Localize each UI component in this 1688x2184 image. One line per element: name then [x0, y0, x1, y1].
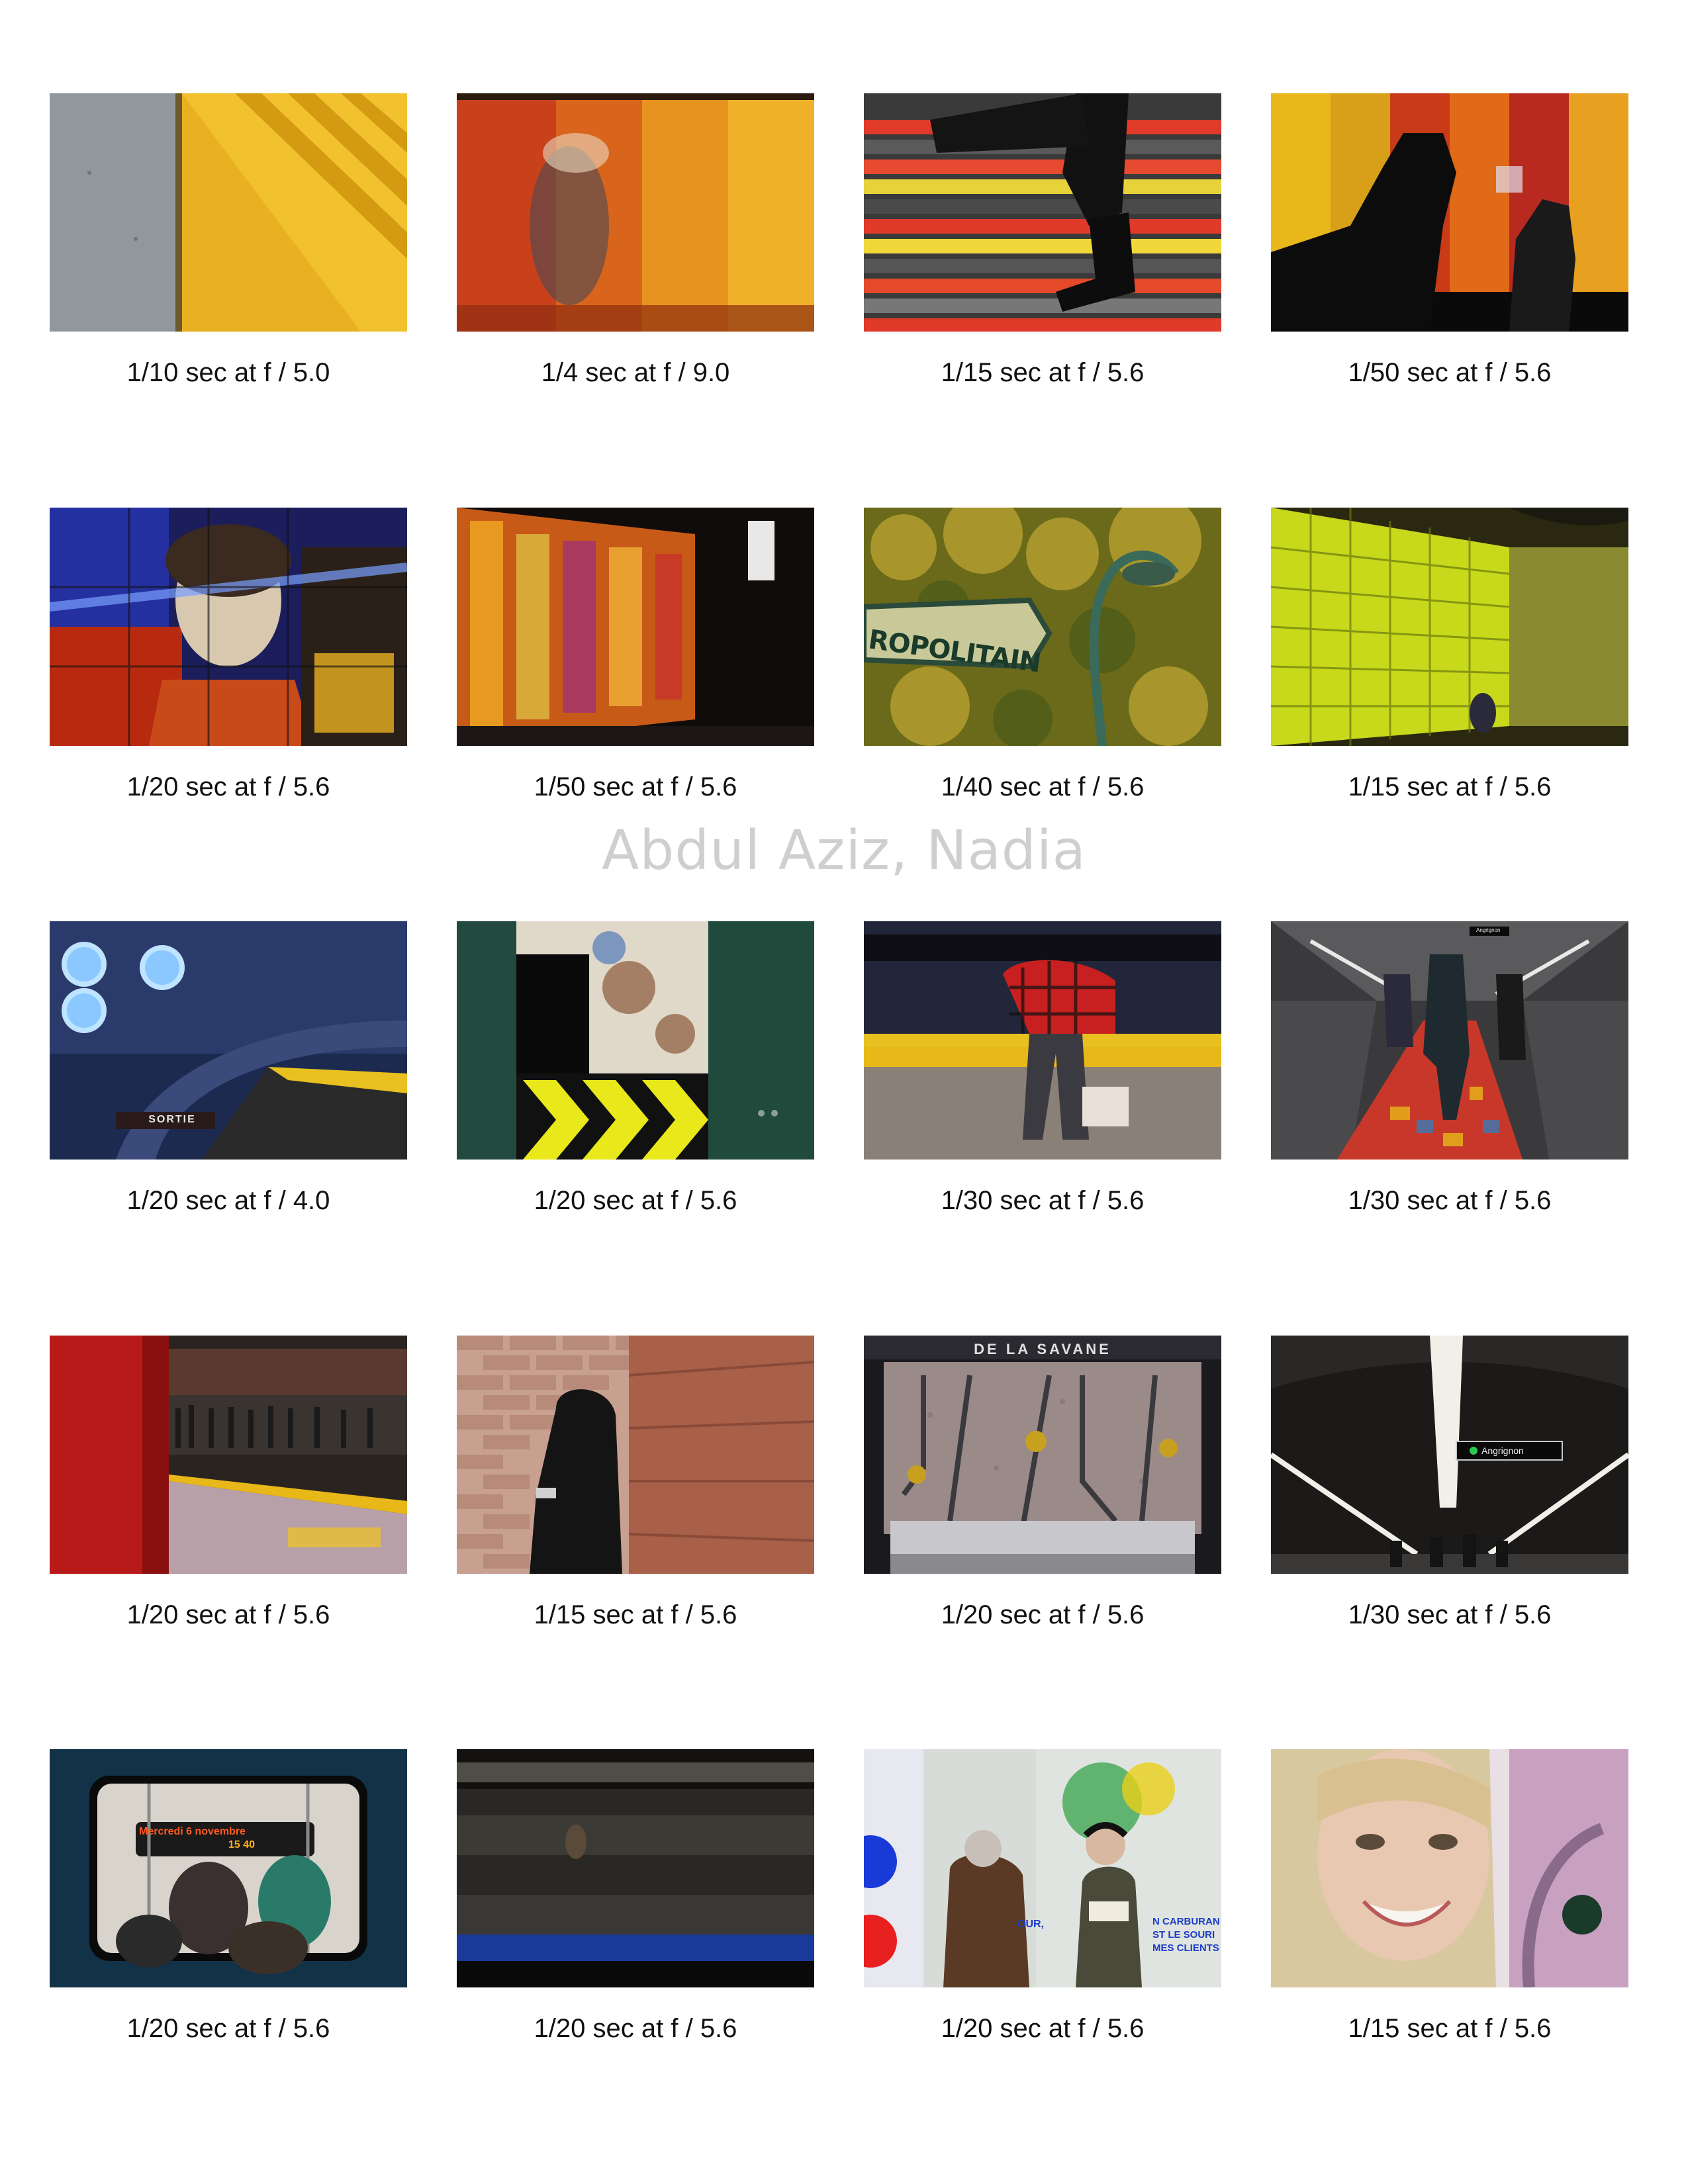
photo-caption: 1/30 sec at f / 5.6	[1348, 1186, 1552, 1215]
photo-platform-lights[interactable]: SORTIE	[50, 921, 407, 1160]
corridor-sign-text: Angrignon	[1476, 927, 1501, 933]
photo-caption: 1/50 sec at f / 5.6	[1348, 358, 1552, 387]
photo-caption: 1/20 sec at f / 5.6	[534, 1186, 737, 1215]
photo-caption: 1/10 sec at f / 5.0	[126, 358, 330, 387]
photo-tiled-floor-legs[interactable]	[864, 93, 1221, 332]
photo-caption: 1/15 sec at f / 5.6	[534, 1600, 737, 1629]
photo-cell-10: 1/20 sec at f / 5.6	[457, 921, 814, 1214]
photo-cell-9: SORTIE 1/20 sec at f / 4.0	[50, 921, 407, 1214]
photo-orange-wall-blur[interactable]	[457, 93, 814, 332]
photo-man-plaid-shirt[interactable]	[864, 921, 1221, 1160]
photo-cell-18: 1/20 sec at f / 5.6	[457, 1749, 814, 2042]
photo-yellow-stairs-image	[50, 93, 407, 332]
photo-caption: 1/15 sec at f / 5.6	[1348, 772, 1552, 801]
ad-text-2: N CARBURAN	[1152, 1916, 1220, 1927]
sortie-sign-text: SORTIE	[148, 1114, 196, 1125]
photo-caption: 1/4 sec at f / 9.0	[541, 358, 730, 387]
photo-train-motion-blur[interactable]	[457, 1749, 814, 1987]
photo-mural-face[interactable]	[50, 508, 407, 746]
train-display-time: 15 40	[228, 1839, 256, 1850]
photo-brick-wall-phone[interactable]	[457, 1336, 814, 1574]
photo-caption: 1/20 sec at f / 5.6	[534, 2014, 737, 2043]
photo-orange-wall-blur-image	[457, 93, 814, 332]
photo-caption: 1/50 sec at f / 5.6	[534, 772, 737, 801]
photo-yellow-stairs[interactable]	[50, 93, 407, 332]
ad-text-4: MES CLIENTS	[1152, 1942, 1219, 1954]
train-display-text: Mercredi 6 novembre	[139, 1826, 246, 1837]
photo-cell-17: Mercredi 6 novembre 15 40 1/20 sec at f …	[50, 1749, 407, 2042]
photo-cell-5: 1/20 sec at f / 5.6	[50, 508, 407, 800]
photo-caption: 1/20 sec at f / 5.6	[126, 772, 330, 801]
photo-platform-lights-image	[50, 921, 407, 1160]
photo-caption: 1/20 sec at f / 5.6	[126, 2014, 330, 2043]
photo-caption: 1/20 sec at f / 4.0	[126, 1186, 330, 1215]
photo-corridor-walkers-image	[1271, 921, 1628, 1160]
photo-cell-13: 1/20 sec at f / 5.6	[50, 1336, 407, 1628]
photo-cell-2: 1/4 sec at f / 9.0	[457, 93, 814, 386]
photo-caption: 1/40 sec at f / 5.6	[941, 772, 1145, 801]
photo-dark-corridor-sign[interactable]: Angrignon	[1271, 1336, 1628, 1574]
photo-train-window[interactable]: Mercredi 6 novembre 15 40	[50, 1749, 407, 1987]
photo-caption: 1/20 sec at f / 5.6	[941, 1600, 1145, 1629]
photo-man-reading-ad-wall[interactable]: OUR, N CARBURAN ST LE SOURI MES CLIENTS	[864, 1749, 1221, 1987]
photo-man-reading-ad-wall-image	[864, 1749, 1221, 1987]
photo-chevron-panel-image	[457, 921, 814, 1160]
photo-caption: 1/15 sec at f / 5.6	[941, 358, 1145, 387]
photo-man-plaid-shirt-image	[864, 921, 1221, 1160]
photo-caption: 1/15 sec at f / 5.6	[1348, 2014, 1552, 2043]
photo-glass-block-wall[interactable]	[1271, 508, 1628, 746]
photo-cell-3: 1/15 sec at f / 5.6	[864, 93, 1221, 386]
photo-red-pillar-platform-image	[50, 1336, 407, 1574]
photo-caption: 1/30 sec at f / 5.6	[941, 1186, 1145, 1215]
photo-cell-7: ROPOLITAIN 1/40 sec at f / 5.6	[864, 508, 1221, 800]
photo-smiling-portrait[interactable]	[1271, 1749, 1628, 1987]
photo-cell-14: 1/15 sec at f / 5.6	[457, 1336, 814, 1628]
photo-caption: 1/20 sec at f / 5.6	[941, 2014, 1145, 2043]
photo-de-la-savane-panel-image	[864, 1336, 1221, 1574]
photo-stained-glass-silhouette-image	[1271, 93, 1628, 332]
photo-cell-6: 1/50 sec at f / 5.6	[457, 508, 814, 800]
angrignon-sign-text: Angrignon	[1481, 1445, 1524, 1456]
photo-cell-15: DE LA SAVANE 1/20 sec at f / 5.6	[864, 1336, 1221, 1628]
photo-metropolitain-sign-image	[864, 508, 1221, 746]
photo-smiling-portrait-image	[1271, 1749, 1628, 1987]
photo-corridor-walkers[interactable]: Angrignon	[1271, 921, 1628, 1160]
ad-text-1: OUR,	[1017, 1919, 1044, 1930]
photo-train-motion-blur-image	[457, 1749, 814, 1987]
photo-glass-panels-dark[interactable]	[457, 508, 814, 746]
photo-brick-wall-phone-image	[457, 1336, 814, 1574]
photo-cell-19: OUR, N CARBURAN ST LE SOURI MES CLIENTS …	[864, 1749, 1221, 2042]
photo-cell-8: 1/15 sec at f / 5.6	[1271, 508, 1628, 800]
photo-caption: 1/30 sec at f / 5.6	[1348, 1600, 1552, 1629]
photo-cell-12: Angrignon 1/30 sec at f / 5.6	[1271, 921, 1628, 1214]
ad-text-3: ST LE SOURI	[1152, 1929, 1215, 1940]
photo-train-window-image	[50, 1749, 407, 1987]
station-name-text: DE LA SAVANE	[974, 1341, 1111, 1357]
photo-de-la-savane-panel[interactable]: DE LA SAVANE	[864, 1336, 1221, 1574]
photo-tiled-floor-legs-image	[864, 93, 1221, 332]
photo-dark-corridor-sign-image	[1271, 1336, 1628, 1574]
photo-cell-4: 1/50 sec at f / 5.6	[1271, 93, 1628, 386]
photo-cell-20: 1/15 sec at f / 5.6	[1271, 1749, 1628, 2042]
photo-metropolitain-sign[interactable]: ROPOLITAIN	[864, 508, 1221, 746]
photo-glass-block-wall-image	[1271, 508, 1628, 746]
photo-mural-face-image	[50, 508, 407, 746]
photo-cell-16: Angrignon 1/30 sec at f / 5.6	[1271, 1336, 1628, 1628]
photo-glass-panels-dark-image	[457, 508, 814, 746]
photo-cell-1: 1/10 sec at f / 5.0	[50, 93, 407, 386]
photo-caption: 1/20 sec at f / 5.6	[126, 1600, 330, 1629]
photo-cell-11: 1/30 sec at f / 5.6	[864, 921, 1221, 1214]
watermark-author-name: Abdul Aziz, Nadia	[602, 819, 1086, 882]
photo-stained-glass-silhouette[interactable]	[1271, 93, 1628, 332]
photo-red-pillar-platform[interactable]	[50, 1336, 407, 1574]
photo-chevron-panel[interactable]	[457, 921, 814, 1160]
